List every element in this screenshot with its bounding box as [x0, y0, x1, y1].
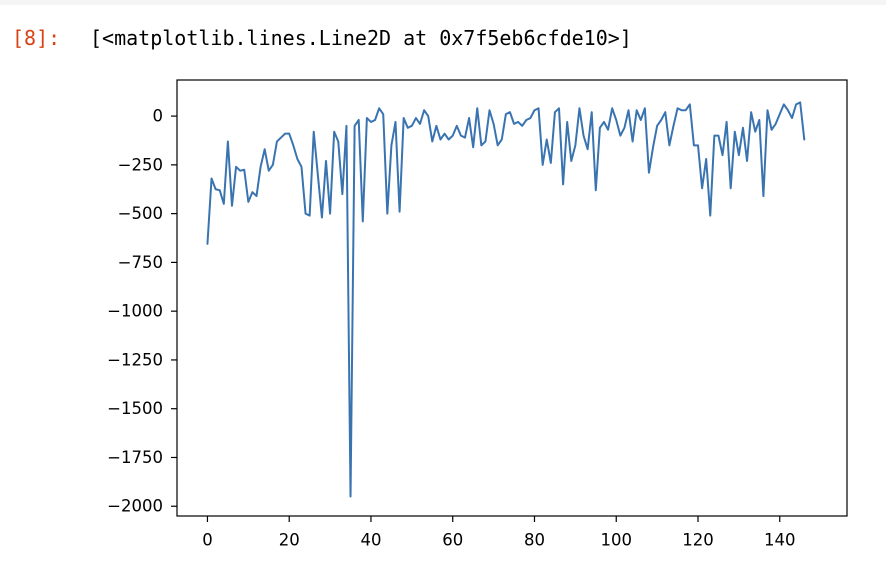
- x-tick-label: 80: [524, 531, 545, 550]
- x-tick-label: 120: [682, 531, 714, 550]
- x-tick-label: 60: [442, 531, 463, 550]
- x-tick-label: 100: [600, 531, 632, 550]
- top-strip: [0, 0, 886, 5]
- y-tick-label: 0: [153, 107, 164, 126]
- y-tick-label: −500: [118, 204, 163, 223]
- y-tick-label: −1500: [107, 399, 163, 418]
- y-axis: 0 −250 −500 −750 −1000 −1250 −1500 −1750 −2000: [107, 107, 177, 516]
- y-tick-label: −1000: [107, 302, 163, 321]
- y-tick-label: −2000: [107, 497, 163, 516]
- axes-frame: [176, 79, 848, 517]
- cell-output-text: [<matplotlib.lines.Line2D at 0x7f5eb6cfd…: [90, 26, 632, 50]
- y-tick-label: −1250: [107, 350, 163, 369]
- x-tick-label: 140: [764, 531, 796, 550]
- y-tick-label: −250: [118, 155, 163, 174]
- y-tick-label: −1750: [107, 448, 163, 467]
- x-tick-label: 40: [360, 531, 381, 550]
- series-line-rewards: [206, 101, 806, 498]
- x-tick-label: 20: [279, 531, 300, 550]
- y-tick-label: −750: [118, 253, 163, 272]
- x-axis: 0 20 40 60 80 100 120 140: [202, 516, 796, 550]
- cell-prompt: [8]:: [12, 26, 61, 50]
- x-tick-label: 0: [202, 531, 213, 550]
